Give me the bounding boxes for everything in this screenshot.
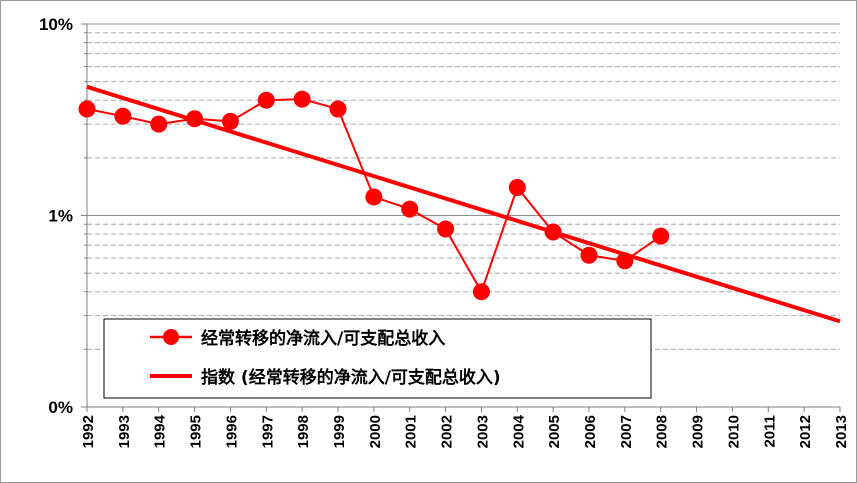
series-point: [114, 107, 132, 125]
series-point: [437, 220, 455, 238]
x-tick-label: 1992: [80, 415, 97, 448]
series-point: [616, 252, 634, 270]
x-tick-label: 1994: [152, 414, 169, 448]
series-point: [186, 110, 204, 128]
series-point: [221, 112, 239, 130]
x-tick-label: 2002: [439, 415, 456, 448]
y-tick-label: 0%: [48, 398, 73, 417]
x-tick-label: 2005: [546, 415, 563, 448]
y-tick-label: 10%: [39, 15, 73, 34]
trend-layer: [86, 84, 841, 324]
series-point: [580, 246, 598, 264]
x-tick-label: 2013: [833, 415, 850, 448]
x-tick-label: 1997: [259, 415, 276, 448]
legend-entry-trend: 指数 (经常转移的净流入/可支配总收入): [150, 367, 501, 388]
legend-box: [103, 318, 652, 399]
series-point: [329, 100, 347, 118]
series-point: [257, 91, 275, 109]
x-tick-label: 2003: [474, 415, 491, 448]
x-tick-label: 1999: [331, 415, 348, 448]
x-tick-label: 2004: [510, 414, 527, 448]
x-tick-label: 1993: [116, 415, 133, 448]
x-tick-label: 2012: [797, 415, 814, 448]
x-tick-label: 2006: [582, 415, 599, 448]
series-point: [401, 200, 419, 218]
series-point: [150, 115, 168, 133]
series-point: [365, 188, 383, 206]
x-tick-label: 1998: [295, 415, 312, 448]
legend-trend-label: 指数 (经常转移的净流入/可支配总收入): [201, 367, 501, 388]
series-point: [544, 223, 562, 241]
x-tick-label: 2009: [690, 415, 707, 448]
tick-layer: 10% 1% 0% 1992 1993 1994 1995 1996 1997 1998 1999 2…: [39, 15, 850, 448]
series-point: [78, 100, 96, 118]
series-point: [508, 179, 526, 197]
legend-series-marker: [163, 329, 179, 345]
x-tick-label: 1995: [188, 415, 205, 448]
x-tick-label: 2010: [725, 415, 742, 448]
series-point: [293, 90, 311, 108]
legend: 经常转移的净流入/可支配总收入 指数 (经常转移的净流入/可支配总收入): [103, 318, 652, 399]
series-point: [472, 283, 490, 301]
x-tick-label: 2011: [761, 415, 778, 448]
y-tick-label: 1%: [48, 207, 73, 226]
series-layer: [78, 90, 670, 301]
x-tick-label: 1996: [223, 415, 240, 448]
x-tick-label: 2007: [618, 415, 635, 448]
legend-series-label: 经常转移的净流入/可支配总收入: [201, 328, 445, 349]
x-tick-label: 2008: [654, 415, 671, 448]
x-tick-label: 2000: [367, 415, 384, 448]
legend-entry-series: 经常转移的净流入/可支配总收入: [150, 328, 445, 349]
series-point: [652, 227, 670, 245]
x-tick-label: 2001: [403, 415, 420, 448]
trendline: [86, 84, 841, 324]
